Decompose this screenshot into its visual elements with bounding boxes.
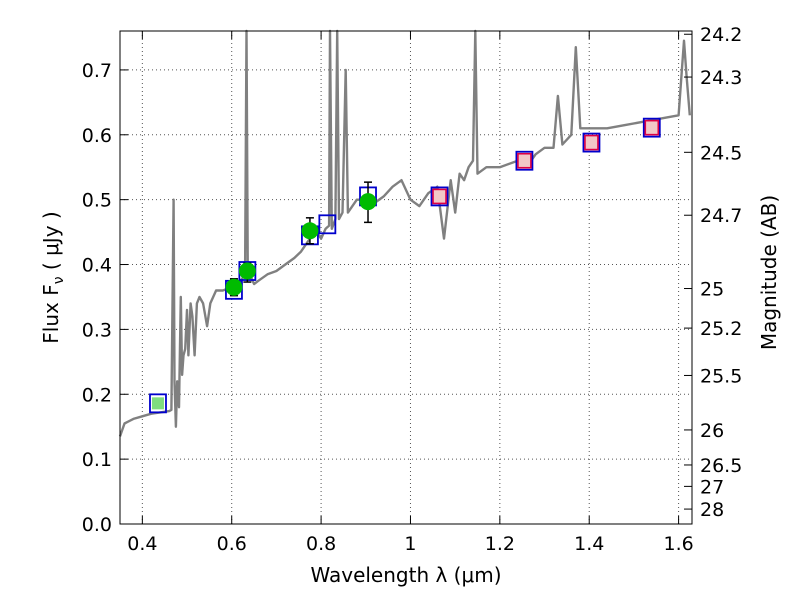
ir-point-square: [432, 188, 447, 205]
ir-point-square: [584, 134, 599, 151]
y2-tick-label: 28: [700, 499, 724, 521]
ir-point-square: [644, 119, 660, 136]
y2-tick-label: 26: [700, 420, 724, 442]
y-axis-label-subscript: ν: [51, 276, 67, 284]
x-tick-label: 0.4: [127, 533, 157, 555]
y2-tick-label: 26.5: [700, 455, 742, 477]
observed-point: [225, 278, 243, 296]
y-axis-label-unit: ( μJy ): [39, 211, 63, 276]
y2-tick-label: 25.5: [700, 365, 742, 387]
ir-point-square: [517, 152, 532, 169]
grid-lines: [120, 31, 692, 525]
x-tick-label: 1.4: [574, 533, 604, 555]
y-tick-label: 0.0: [82, 514, 112, 536]
y-axis-label: Flux Fν ( μJy ): [39, 211, 67, 343]
x-tick-label: 1.6: [663, 533, 693, 555]
observed-point-faint: [151, 397, 164, 410]
y2-tick-label: 25: [700, 279, 724, 301]
model-point-square: [318, 214, 337, 235]
model-point-square: [515, 150, 534, 171]
y2-tick-label: 24.3: [700, 67, 742, 89]
y-tick-label: 0.1: [82, 449, 112, 471]
x-tick-label: 0.6: [217, 533, 247, 555]
model-point-square: [149, 393, 167, 414]
y-tick-label: 0.6: [82, 125, 112, 147]
y2-tick-label: 25.2: [700, 318, 742, 340]
x-tick-label: 1: [404, 533, 416, 555]
observed-point: [238, 262, 256, 280]
y-tick-label: 0.7: [82, 60, 112, 82]
y-tick-label: 0.5: [82, 190, 112, 212]
y2-axis-label: Magnitude (AB): [757, 195, 781, 350]
x-axis-label: Wavelength λ (μm): [310, 563, 501, 587]
observed-point: [359, 193, 377, 211]
x-tick-label: 1.2: [485, 533, 515, 555]
y2-tick-label: 27: [700, 476, 724, 498]
spectrum-line: [118, 29, 691, 437]
axis-ticks: 0.4 0.6 0.8 1 1.2 1.4 1.6 0.0 0.1 0.2 0.3 0.4 0.5 0.6…: [82, 24, 743, 555]
plot-frame: [119, 30, 693, 525]
y-tick-label: 0.3: [82, 319, 112, 341]
x-tick-label: 0.8: [306, 533, 336, 555]
observed-point: [301, 222, 319, 240]
y-tick-label: 0.2: [82, 384, 112, 406]
model-point-square: [642, 117, 661, 138]
model-point-square: [430, 186, 449, 207]
model-point-square: [582, 132, 601, 153]
y2-tick-label: 24.5: [700, 142, 742, 164]
y-axis-label-main: Flux F: [39, 284, 63, 343]
model-spectrum-series: [118, 29, 691, 437]
y2-tick-label: 24.7: [700, 205, 742, 227]
y2-tick-label: 24.2: [700, 24, 742, 46]
y-tick-label: 0.4: [82, 255, 112, 277]
photometry-markers: [149, 117, 661, 414]
